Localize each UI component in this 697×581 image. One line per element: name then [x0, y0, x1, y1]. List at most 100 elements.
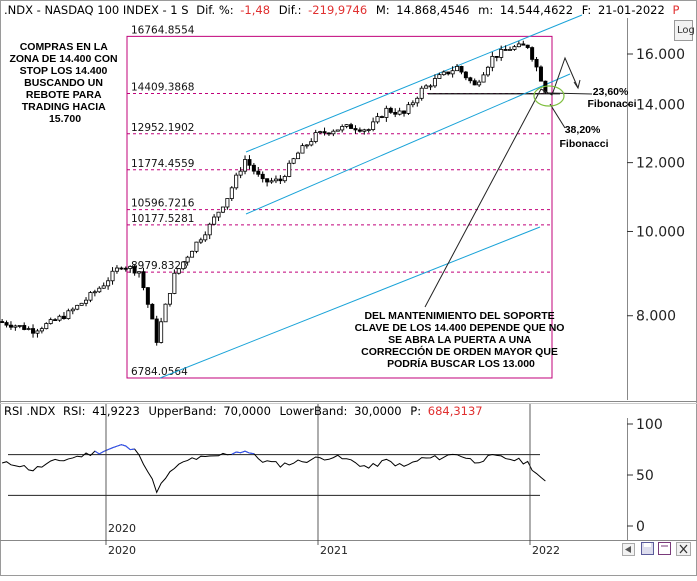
candle	[349, 122, 354, 129]
candle	[530, 46, 535, 62]
candle	[357, 127, 362, 133]
candle	[397, 107, 402, 116]
candle	[70, 307, 75, 315]
candle	[176, 268, 181, 275]
candle	[114, 265, 119, 274]
candle	[287, 160, 292, 178]
candle	[424, 84, 429, 89]
fibonacci-retracement: 16764.8554 14409.3868 12952.1902 11774.4559…	[126, 24, 560, 379]
candle	[335, 129, 340, 132]
candle	[393, 108, 398, 118]
candle	[463, 70, 468, 81]
candle	[75, 304, 80, 311]
candle	[265, 178, 270, 187]
candle	[92, 289, 97, 297]
year-tick-label: 2021	[320, 544, 348, 557]
support-zone-ellipse	[533, 85, 565, 107]
candle	[300, 143, 305, 154]
fib-level-label: 14409.3868	[131, 82, 194, 94]
rsi-header: RSI .NDX RSI: 41,9223 UpperBand: 70,0000…	[4, 404, 483, 418]
candle	[437, 72, 442, 79]
candle	[428, 84, 433, 91]
candle	[128, 265, 133, 273]
candle	[123, 266, 128, 272]
candle	[225, 198, 230, 210]
rsi-tick-label: 100	[636, 417, 663, 433]
candle	[110, 267, 115, 285]
candle	[490, 52, 495, 72]
long-term-trendline	[159, 226, 541, 379]
candle	[145, 287, 150, 308]
rsi-tick-label: 50	[636, 468, 654, 484]
candle	[31, 324, 36, 338]
candle	[243, 155, 248, 175]
price-tick-label: 14.000	[636, 97, 685, 113]
candle	[499, 45, 504, 61]
candle	[35, 328, 40, 338]
candle	[450, 66, 455, 78]
candle	[190, 250, 195, 258]
candle	[198, 237, 203, 245]
candle	[132, 264, 137, 276]
candle	[13, 324, 18, 331]
trend-channel	[159, 14, 583, 379]
fib-level-label: 10596.7216	[131, 198, 195, 210]
price-tick-label: 10.000	[636, 224, 685, 240]
candle	[79, 302, 84, 306]
candle	[97, 286, 102, 293]
candle	[247, 155, 252, 170]
candle	[313, 129, 318, 144]
fib-box	[126, 35, 553, 379]
candle	[446, 71, 451, 76]
save-disk-icon[interactable]	[641, 542, 654, 555]
rsi-overbought-segment	[231, 450, 254, 455]
candle	[538, 65, 543, 82]
candle	[181, 261, 186, 271]
candle	[459, 65, 464, 75]
candle	[61, 312, 66, 320]
candle	[172, 269, 177, 295]
candle	[234, 172, 239, 190]
rsi-tick-label: 0	[636, 519, 645, 535]
rsi-overbought-segment	[94, 444, 135, 455]
fib-level-label: 16764.8554	[131, 24, 195, 36]
fib-level-label: 12952.1902	[131, 122, 194, 134]
price-tick-label: 12.000	[636, 156, 685, 172]
candle	[26, 326, 31, 331]
candle	[344, 124, 349, 129]
candle	[322, 127, 327, 136]
candle	[521, 40, 526, 46]
template-icon[interactable]	[658, 542, 671, 555]
candle	[441, 70, 446, 76]
time-x-axis: 2020 2021 2022 2020	[105, 404, 560, 557]
candle	[410, 100, 415, 108]
annotation-pointers	[424, 56, 593, 308]
candle	[106, 277, 111, 290]
candle	[167, 293, 172, 307]
rsi-series	[1, 444, 546, 496]
rsi-line	[1, 444, 546, 494]
candle	[251, 163, 256, 175]
log-scale-button[interactable]: Log	[674, 20, 695, 41]
candle	[220, 206, 225, 214]
fib-level-label: 10177.5281	[131, 213, 194, 225]
candle	[137, 271, 142, 278]
rsi-y-axis: 0 50 100	[627, 417, 663, 535]
candle	[88, 291, 93, 303]
candle	[326, 132, 331, 136]
candle	[48, 317, 53, 325]
candle	[194, 241, 199, 254]
candle	[353, 125, 358, 134]
price-header: .NDX - NASDAQ 100 INDEX - 1 S Dif. %: -1…	[4, 3, 679, 17]
scroll-left-icon[interactable]	[622, 543, 635, 556]
close-panel-icon[interactable]	[676, 542, 691, 556]
candle	[432, 74, 437, 88]
candle	[141, 267, 146, 291]
candle	[318, 130, 323, 135]
candle	[362, 128, 367, 135]
candle	[406, 101, 411, 115]
candle	[375, 112, 380, 124]
